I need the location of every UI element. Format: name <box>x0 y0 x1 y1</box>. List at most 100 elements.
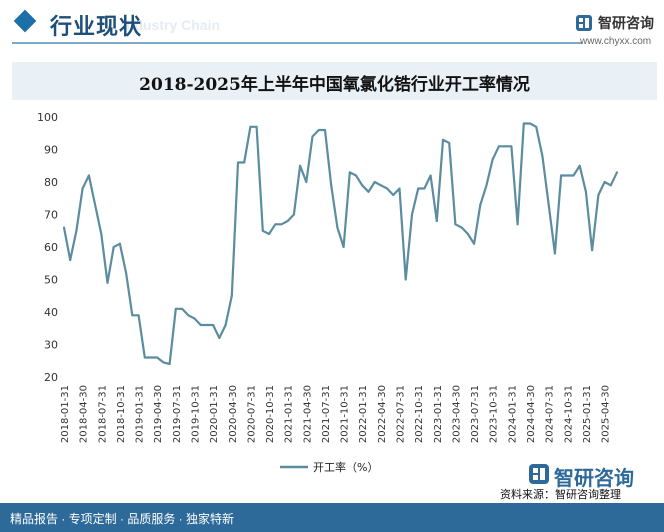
y-tick-label: 60 <box>44 241 58 254</box>
data-point <box>305 181 308 183</box>
data-point <box>578 164 581 167</box>
data-point <box>466 233 469 235</box>
header-subtitle: Industry Chain <box>122 17 221 33</box>
data-point <box>348 171 351 174</box>
data-point <box>193 317 196 320</box>
footer-brand-name: 智研咨询 <box>554 468 634 490</box>
data-point <box>156 356 159 359</box>
y-tick-label: 80 <box>44 176 58 189</box>
data-point <box>118 242 121 245</box>
data-point <box>429 174 432 177</box>
x-tick-label: 2024-07-31 <box>545 385 556 443</box>
x-tick-label: 2019-01-31 <box>135 385 146 443</box>
chart-title: 2018-2025年上半年中国氧氯化锆行业开工率情况 <box>139 75 530 95</box>
x-tick-label: 2020-07-31 <box>246 385 257 443</box>
data-point <box>379 184 382 187</box>
data-point <box>541 155 544 157</box>
x-tick-label: 2019-07-31 <box>172 385 183 443</box>
x-tick-label: 2025-01-31 <box>582 385 593 443</box>
x-axis: 2018-01-31 2018-04-30 2018-07-31 2018-10-31… <box>60 385 612 443</box>
x-tick-label: 2021-07-31 <box>321 385 332 443</box>
data-point <box>367 190 370 193</box>
data-point <box>373 181 376 183</box>
data-point <box>497 145 500 148</box>
data-source: 资料来源：智研咨询整理 <box>500 489 621 501</box>
x-tick-label: 2018-01-31 <box>60 385 71 443</box>
data-point <box>268 233 270 235</box>
data-point <box>522 122 525 125</box>
x-tick-label: 2024-01-31 <box>507 385 518 443</box>
data-point <box>181 307 184 310</box>
data-point <box>398 187 401 190</box>
data-point <box>330 184 333 187</box>
logo-name: 智研咨询 <box>598 15 654 31</box>
data-point <box>572 174 575 177</box>
data-point <box>137 314 140 317</box>
data-point <box>75 229 78 232</box>
x-tick-label: 2023-04-30 <box>451 385 462 443</box>
y-axis: 20 30 40 50 60 70 80 90 100 <box>37 111 58 384</box>
data-point <box>342 246 345 248</box>
data-point <box>280 223 283 226</box>
data-point <box>286 220 289 222</box>
data-point <box>205 324 208 326</box>
logo-url: www.chyxx.com <box>580 36 652 47</box>
x-tick-label: 2024-10-31 <box>563 385 574 443</box>
data-point <box>504 145 507 148</box>
data-point <box>535 125 538 128</box>
data-point <box>547 203 550 206</box>
data-point <box>131 314 134 317</box>
x-tick-label: 2023-07-31 <box>470 385 481 443</box>
x-tick-label: 2018-10-31 <box>116 385 127 443</box>
y-tick-label: 90 <box>44 144 58 157</box>
data-point <box>187 314 190 317</box>
y-tick-label: 50 <box>44 274 58 287</box>
data-point <box>261 229 264 232</box>
data-point <box>94 203 97 206</box>
data-point <box>81 187 84 190</box>
data-point <box>87 174 90 177</box>
data-point <box>274 223 277 226</box>
data-point <box>355 174 357 177</box>
footer-slogan: 精品报告 · 专项定制 · 品质服务 · 独家特新 <box>10 512 234 526</box>
x-tick-label: 2019-10-31 <box>190 385 201 443</box>
data-point <box>230 294 233 297</box>
data-point <box>566 174 569 177</box>
data-point <box>435 220 438 222</box>
data-point <box>199 324 202 326</box>
data-point <box>243 161 246 164</box>
x-tick-label: 2020-04-30 <box>228 385 239 443</box>
data-point <box>224 324 227 326</box>
x-tick-label: 2019-04-30 <box>153 385 164 443</box>
data-point <box>212 324 215 326</box>
data-point <box>336 226 339 229</box>
data-point <box>311 135 314 138</box>
data-point <box>473 242 476 245</box>
x-tick-label: 2018-07-31 <box>97 385 108 443</box>
data-point <box>603 181 606 183</box>
footer-bar: 精品报告 · 专项定制 · 品质服务 · 独家特新 <box>0 503 664 532</box>
data-point <box>597 194 600 196</box>
data-point <box>112 246 115 248</box>
x-tick-label: 2020-10-31 <box>265 385 276 443</box>
legend-label: 开工率（%） <box>313 460 378 474</box>
data-point <box>479 203 482 206</box>
y-tick-label: 100 <box>37 111 58 124</box>
data-point <box>510 145 513 148</box>
data-point <box>485 184 488 187</box>
data-point <box>69 259 72 261</box>
header-divider <box>12 42 582 44</box>
x-tick-label: 2021-04-30 <box>302 385 313 443</box>
data-point <box>516 223 519 226</box>
y-tick-label: 40 <box>44 306 58 319</box>
legend: 开工率（%） <box>280 460 378 474</box>
data-point <box>299 164 302 167</box>
data-point <box>255 125 258 128</box>
brand-logo-icon <box>529 464 549 484</box>
data-point <box>249 125 252 128</box>
data-point <box>584 190 587 193</box>
data-point <box>143 356 146 359</box>
x-tick-label: 2021-10-31 <box>340 385 351 443</box>
data-point <box>237 161 239 164</box>
data-point <box>168 363 171 365</box>
